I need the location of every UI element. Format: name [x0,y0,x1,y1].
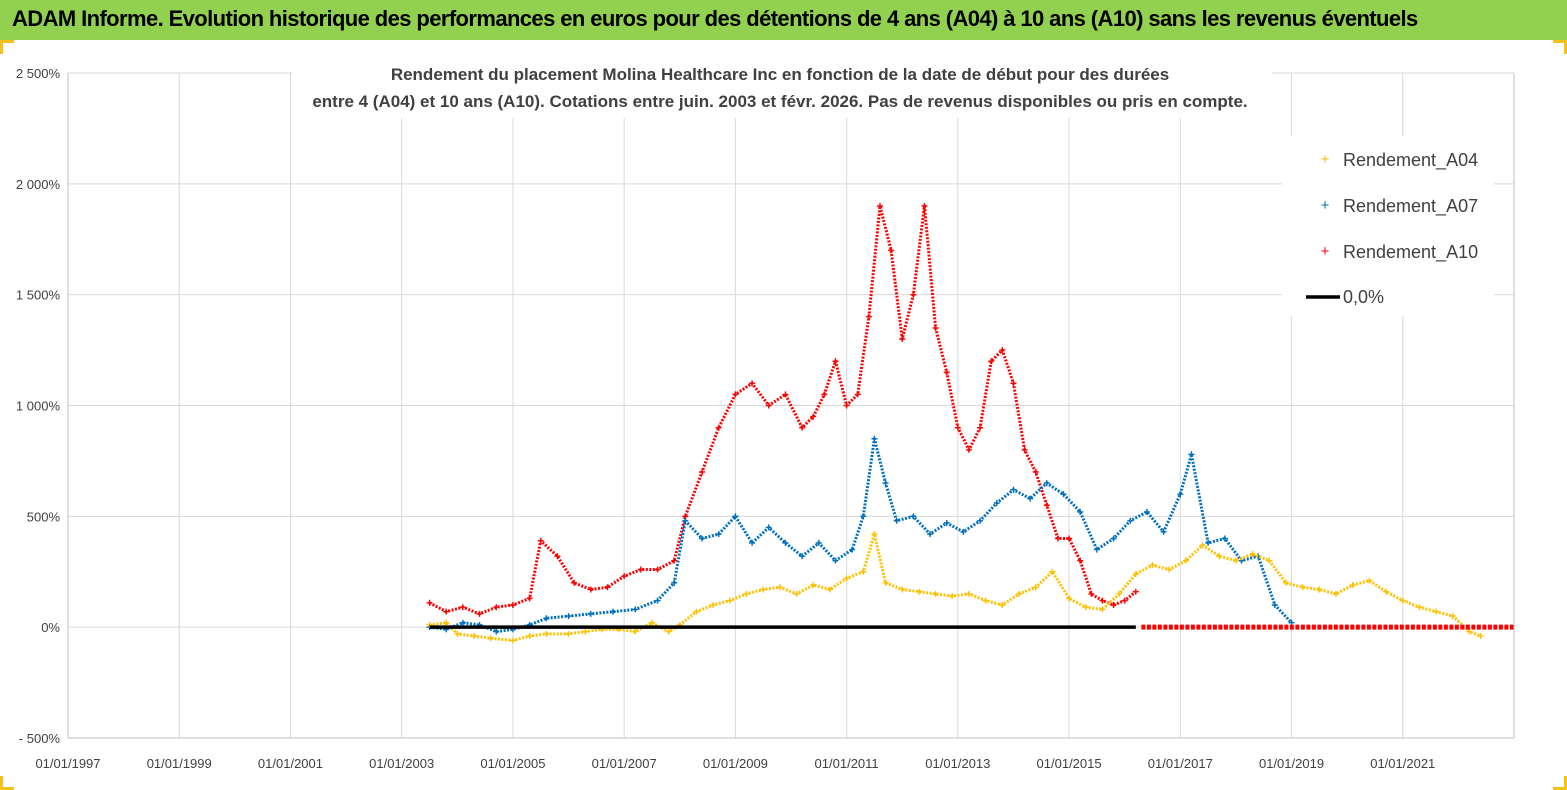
x-tick-label: 01/01/2003 [369,756,434,771]
legend: + Rendement_A04 + Rendement_A07 + Rendem… [1282,136,1494,316]
x-tick-label: 01/01/2013 [925,756,990,771]
y-tick-label: 500% [27,509,61,524]
x-tick-label: 01/01/1999 [147,756,212,771]
frame-corner-top-left-v [0,40,3,54]
banner-title: ADAM Informe. Evolution historique des p… [12,6,1418,31]
frame-corner-top-right-v [1564,40,1567,54]
banner: ADAM Informe. Evolution historique des p… [0,0,1567,40]
y-tick-label: 2 500% [16,66,61,81]
y-tick-label: - 500% [19,731,61,746]
legend-label-a10: Rendement_A10 [1343,242,1478,263]
y-axis: 2 500% 2 000% 1 500% 1 000% 500% 0% - 500% [16,66,1515,746]
series-trace-rendement-a04 [429,532,1482,642]
x-tick-label: 01/01/2019 [1259,756,1324,771]
x-tick-label: 01/01/2011 [815,756,879,771]
legend-label-a07: Rendement_A07 [1343,196,1478,217]
x-tick-label: 01/01/2015 [1037,756,1102,771]
data-marks [426,203,1514,644]
series-trace-rendement-a07 [429,437,1293,634]
legend-background [1282,136,1494,316]
frame-corner-bottom-right-v [1564,776,1567,790]
y-tick-label: 1 000% [16,399,61,414]
chart-title-line1: Rendement du placement Molina Healthcare… [391,65,1169,84]
legend-marker-a04: + [1321,151,1330,168]
frame-corner-top-right [1553,40,1567,43]
legend-marker-a10: + [1321,243,1330,260]
x-tick-label: 01/01/1997 [35,756,100,771]
legend-label-a04: Rendement_A04 [1343,150,1478,171]
x-axis: 01/01/1997 01/01/1999 01/01/2001 01/01/2003… [35,737,1514,771]
frame-corner-bottom-left [0,787,14,790]
x-tick-label: 01/01/2009 [703,756,768,771]
legend-marker-a07: + [1321,197,1330,214]
x-tick-label: 01/01/2017 [1148,756,1213,771]
y-tick-label: 1 500% [16,288,61,303]
y-tick-label: 2 000% [16,177,61,192]
frame-corner-top-left [0,40,14,43]
x-tick-label: 01/01/2021 [1370,756,1435,771]
x-tick-label: 01/01/2007 [592,756,657,771]
x-tick-label: 01/01/2005 [480,756,545,771]
x-tick-label: 01/01/2001 [258,756,323,771]
frame-corner-bottom-right [1553,787,1567,790]
point-rendement-a10 [1132,588,1139,595]
chart-title-background [292,60,1272,118]
frame-corner-bottom-left-v [0,776,3,790]
chart-title-line2: entre 4 (A04) et 10 ans (A10). Cotations… [312,92,1247,111]
series-trace-rendement-a10 [428,204,1137,616]
legend-label-zero: 0,0% [1343,287,1384,307]
y-tick-label: 0% [41,620,60,635]
performance-chart: 2 500% 2 000% 1 500% 1 000% 500% 0% - 500% 01/… [16,60,1515,771]
